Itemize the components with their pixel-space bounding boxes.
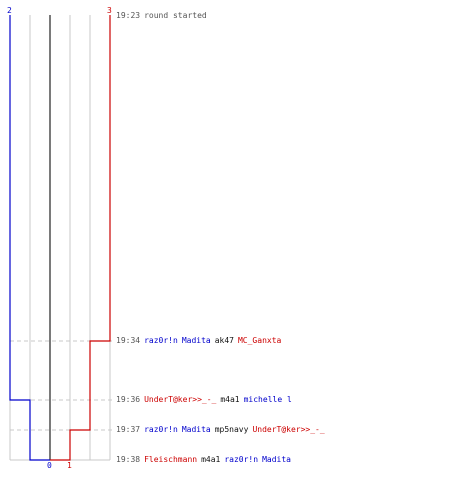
player-name: raz0r!n [144, 425, 178, 434]
red-team-score-line [50, 15, 111, 461]
player-name: raz0r!n [144, 336, 178, 345]
event-time: 19:37 [116, 425, 141, 434]
weapon-name: mp5navy [214, 425, 249, 434]
event-time: 19:36 [116, 395, 141, 404]
red-score-bottom: 1 [67, 461, 72, 470]
blue-team-score-line [9, 15, 50, 461]
event-time: 19:23 [116, 11, 141, 20]
player-name: UnderT@ker>>_-_ [144, 395, 217, 404]
player-name: Madita [181, 336, 211, 345]
red-score-top: 3 [107, 6, 112, 15]
event-text: round started [144, 11, 207, 20]
weapon-name: ak47 [214, 336, 234, 345]
player-name: Madita [181, 425, 211, 434]
player-name: UnderT@ker>>_-_ [252, 425, 325, 434]
event-time: 19:38 [116, 455, 141, 464]
event-row: 19:38 Fleischmann m4a1 raz0r!n Madita [116, 455, 295, 465]
event-time: 19:34 [116, 336, 141, 345]
event-row: 19:36 UnderT@ker>>_-_ m4a1 michelle l [116, 395, 296, 405]
blue-score-bottom: 0 [47, 461, 52, 470]
player-name: Fleischmann [144, 455, 198, 464]
event-row: 19:34 raz0r!n Madita ak47 MC_Ganxta [116, 336, 285, 346]
player-name: MC_Ganxta [237, 336, 282, 345]
weapon-name: m4a1 [220, 395, 240, 404]
event-row: 19:23 round started [116, 11, 211, 21]
event-row: 19:37 raz0r!n Madita mp5navy UnderT@ker>>_-_ [116, 425, 329, 435]
player-name: michelle l [243, 395, 292, 404]
player-name: raz0r!n [224, 455, 259, 464]
weapon-name: m4a1 [201, 455, 221, 464]
blue-score-top: 2 [7, 6, 12, 15]
player-name: Madita [262, 455, 291, 464]
